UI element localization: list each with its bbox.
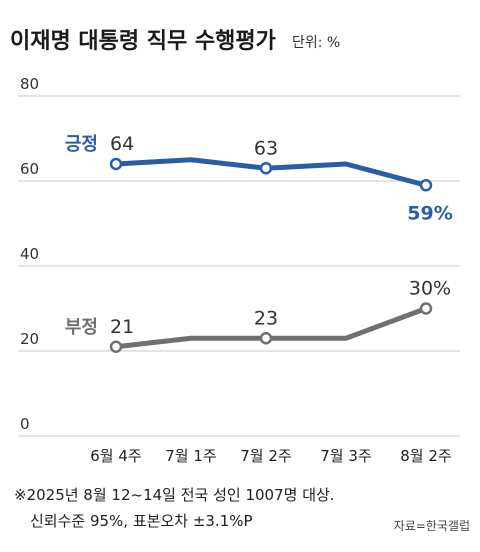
grid-lines <box>18 95 460 437</box>
series-group: 긍정 64 63 59% 부정 21 23 30% <box>65 133 453 353</box>
series-name-positive: 긍정 <box>65 134 98 155</box>
x-axis-ticks: 6월 4주 7월 1주 7월 2주 7월 3주 8월 2주 <box>90 447 451 465</box>
data-point-negative <box>109 340 123 353</box>
data-label-negative: 23 <box>254 307 278 329</box>
x-tick-label: 6월 4주 <box>90 447 141 465</box>
x-tick-label: 7월 3주 <box>320 447 371 465</box>
x-tick-label: 8월 2주 <box>400 447 451 465</box>
chart-unit: 단위: % <box>292 35 340 51</box>
data-point-positive <box>109 157 123 171</box>
data-source: 자료=한국갤럽 <box>394 519 470 533</box>
data-point-negative <box>259 332 273 345</box>
chart-title: 이재명 대통령 직무 수행평가 <box>10 29 276 54</box>
x-tick-label: 7월 2주 <box>240 447 291 465</box>
data-label-positive: 64 <box>110 133 134 155</box>
y-axis-ticks: 0 20 40 60 80 <box>20 75 39 433</box>
data-label-negative: 21 <box>110 316 134 338</box>
y-tick-label: 20 <box>20 330 39 348</box>
y-tick-label: 60 <box>20 160 39 178</box>
x-tick-label: 7월 1주 <box>165 447 216 465</box>
data-point-positive <box>419 179 433 192</box>
survey-note-line1: ※2025년 8월 12~14일 전국 성인 1007명 대상. <box>14 486 335 504</box>
data-point-positive <box>259 162 273 175</box>
y-tick-label: 80 <box>20 75 39 93</box>
series-name-negative: 부정 <box>65 317 98 338</box>
survey-note-line2: 신뢰수준 95%, 표본오차 ±3.1%P <box>30 512 253 530</box>
y-tick-label: 0 <box>20 415 30 433</box>
data-label-positive: 63 <box>254 137 278 159</box>
data-label-negative: 30% <box>409 278 451 300</box>
y-tick-label: 40 <box>20 245 39 263</box>
data-point-negative <box>419 302 433 315</box>
data-label-positive: 59% <box>407 202 452 224</box>
